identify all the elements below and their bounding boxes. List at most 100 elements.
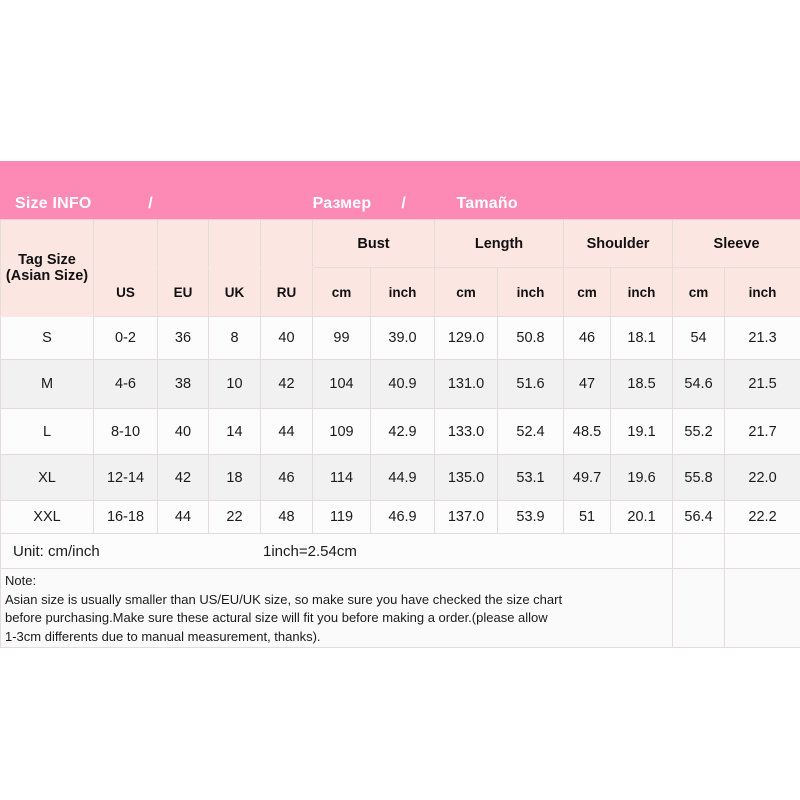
cell-bust-cm: 114 xyxy=(312,454,371,501)
cell-uk: 10 xyxy=(208,359,261,409)
cell-uk: 14 xyxy=(208,408,261,455)
cell-length-cm: 135.0 xyxy=(434,454,498,501)
header-group-sleeve: Sleeve xyxy=(672,219,800,268)
header-spacer-uk xyxy=(208,219,261,268)
cell-shoulder-inch: 19.1 xyxy=(610,408,674,455)
cell-length-inch: 53.9 xyxy=(496,500,565,534)
header-group-length: Length xyxy=(433,219,565,268)
measurement-group-header-row: Tag Size (Asian Size) Bust Length Should… xyxy=(0,219,800,317)
note-line-3: 1-3cm differents due to manual measureme… xyxy=(5,629,321,645)
cell-shoulder-inch: 20.1 xyxy=(610,500,674,534)
measurement-subheader-row: US EU UK RU cm inch cm inch cm inch cm i… xyxy=(1,267,800,317)
cell-ru: 46 xyxy=(260,454,313,501)
header-bust-cm: cm xyxy=(312,267,371,317)
cell-bust-inch: 44.9 xyxy=(370,454,435,501)
cell-sleeve-cm: 54 xyxy=(672,316,726,360)
header-spacer-eu xyxy=(157,219,209,268)
header-shoulder-inch: inch xyxy=(610,267,674,317)
cell-length-inch: 52.4 xyxy=(496,408,565,455)
cell-ru: 40 xyxy=(260,316,313,360)
cell-bust-inch: 42.9 xyxy=(370,408,435,455)
header-spacer-ru xyxy=(260,219,313,268)
header-tag-size-line1: Tag Size xyxy=(18,252,76,268)
header-sleeve-cm: cm xyxy=(672,267,726,317)
cell-ru: 44 xyxy=(260,408,313,455)
cell-eu: 38 xyxy=(157,359,209,409)
cell-ru: 48 xyxy=(260,500,313,534)
note-line-2: before purchasing.Make sure these actura… xyxy=(5,610,548,626)
cell-shoulder-inch: 19.6 xyxy=(610,454,674,501)
title-tamano: Tamaño xyxy=(456,195,518,212)
header-ru: RU xyxy=(260,267,313,317)
table-row: M 4-6 38 10 42 104 40.9 131.0 51.6 47 18… xyxy=(0,359,800,409)
cell-shoulder-cm: 47 xyxy=(563,359,612,409)
cell-uk: 18 xyxy=(208,454,261,501)
header-bust-inch: inch xyxy=(370,267,435,317)
cell-ru: 42 xyxy=(260,359,313,409)
cell-length-cm: 137.0 xyxy=(434,500,498,534)
cell-tag-size: S xyxy=(0,316,94,360)
unit-spacer-2 xyxy=(724,533,800,569)
cell-sleeve-cm: 55.8 xyxy=(672,454,726,501)
table-row: XXL 16-18 44 22 48 119 46.9 137.0 53.9 5… xyxy=(0,500,800,534)
note-row: Note: Asian size is usually smaller than… xyxy=(0,568,800,648)
header-length-inch: inch xyxy=(496,267,565,317)
cell-bust-inch: 40.9 xyxy=(370,359,435,409)
cell-sleeve-inch: 21.3 xyxy=(724,316,800,360)
cell-bust-cm: 99 xyxy=(312,316,371,360)
note-title: Note: xyxy=(5,573,37,588)
cell-length-cm: 129.0 xyxy=(434,316,498,360)
cell-us: 4-6 xyxy=(93,359,158,409)
cell-us: 0-2 xyxy=(93,316,158,360)
header-eu: EU xyxy=(157,267,209,317)
title-size-info: Size INFO xyxy=(15,195,92,212)
size-chart-table: Size INFO / Размер / Tamaño Tag Size (As… xyxy=(0,161,800,648)
cell-shoulder-cm: 46 xyxy=(563,316,612,360)
unit-conversion: 1inch=2.54cm xyxy=(263,542,357,560)
chart-title-band: Size INFO / Размер / Tamaño xyxy=(0,161,565,220)
unit-cell: Unit: cm/inch 1inch=2.54cm xyxy=(0,533,674,569)
cell-tag-size: XL xyxy=(0,454,94,501)
chart-title-row: Size INFO / Размер / Tamaño xyxy=(0,161,800,220)
cell-shoulder-inch: 18.1 xyxy=(610,316,674,360)
cell-bust-cm: 109 xyxy=(312,408,371,455)
header-spacer-us xyxy=(93,219,158,268)
cell-uk: 22 xyxy=(208,500,261,534)
cell-us: 16-18 xyxy=(93,500,158,534)
title-razmer: Размер xyxy=(312,195,372,212)
header-shoulder-cm: cm xyxy=(563,267,612,317)
cell-tag-size: L xyxy=(0,408,94,455)
cell-bust-inch: 46.9 xyxy=(370,500,435,534)
header-length-cm: cm xyxy=(434,267,498,317)
cell-bust-cm: 119 xyxy=(312,500,371,534)
cell-sleeve-inch: 21.7 xyxy=(724,408,800,455)
cell-tag-size: M xyxy=(0,359,94,409)
chart-title-band-right xyxy=(563,161,800,220)
cell-length-inch: 50.8 xyxy=(496,316,565,360)
header-us: US xyxy=(93,267,158,317)
unit-label: Unit: cm/inch xyxy=(13,542,100,560)
note-spacer-2 xyxy=(724,568,800,648)
cell-length-cm: 133.0 xyxy=(434,408,498,455)
note-cell: Note: Asian size is usually smaller than… xyxy=(0,568,674,648)
cell-eu: 44 xyxy=(157,500,209,534)
unit-row: Unit: cm/inch 1inch=2.54cm xyxy=(0,533,800,569)
cell-bust-inch: 39.0 xyxy=(370,316,435,360)
cell-sleeve-cm: 55.2 xyxy=(672,408,726,455)
cell-length-inch: 53.1 xyxy=(496,454,565,501)
cell-sleeve-inch: 21.5 xyxy=(724,359,800,409)
cell-sleeve-cm: 54.6 xyxy=(672,359,726,409)
table-row: L 8-10 40 14 44 109 42.9 133.0 52.4 48.5… xyxy=(0,408,800,455)
title-separator-1: / xyxy=(148,195,153,212)
cell-shoulder-inch: 18.5 xyxy=(610,359,674,409)
note-spacer-1 xyxy=(672,568,726,648)
title-separator-2: / xyxy=(401,195,407,212)
cell-bust-cm: 104 xyxy=(312,359,371,409)
cell-length-inch: 51.6 xyxy=(496,359,565,409)
cell-sleeve-inch: 22.2 xyxy=(724,500,800,534)
cell-eu: 42 xyxy=(157,454,209,501)
header-tag-size: Tag Size (Asian Size) xyxy=(0,219,94,317)
note-line-1: Asian size is usually smaller than US/EU… xyxy=(5,591,563,607)
cell-sleeve-inch: 22.0 xyxy=(724,454,800,501)
table-row: XL 12-14 42 18 46 114 44.9 135.0 53.1 49… xyxy=(0,454,800,501)
